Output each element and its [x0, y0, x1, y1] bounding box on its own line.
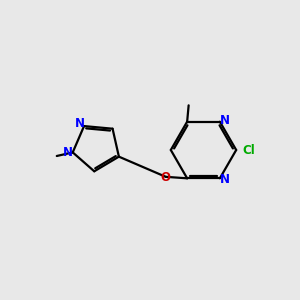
- Text: Cl: Cl: [242, 143, 255, 157]
- Text: N: N: [220, 114, 230, 127]
- Text: N: N: [62, 146, 72, 159]
- Text: O: O: [160, 171, 170, 184]
- Text: N: N: [220, 173, 230, 186]
- Text: N: N: [75, 117, 85, 130]
